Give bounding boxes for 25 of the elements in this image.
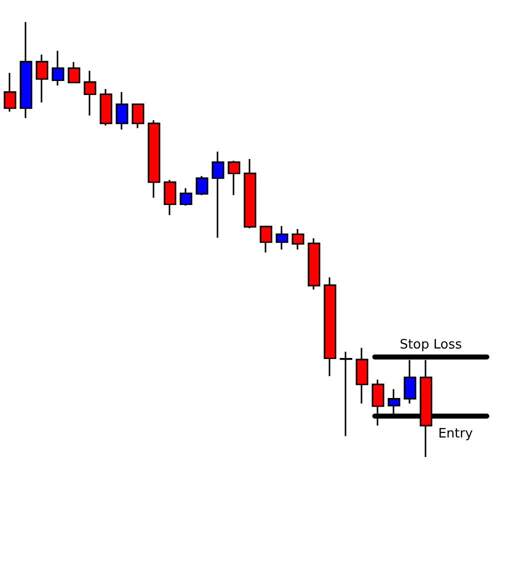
candlestick <box>116 91 128 130</box>
candlestick <box>276 225 288 250</box>
candlestick <box>356 347 368 404</box>
candlestick <box>132 103 144 129</box>
candlestick <box>212 150 224 239</box>
candlestick <box>84 70 96 116</box>
candlestick <box>244 158 256 229</box>
candlestick <box>4 72 16 112</box>
candlestick <box>100 88 112 126</box>
candlestick <box>260 226 272 254</box>
candlestick <box>36 54 48 104</box>
candlestick <box>196 175 208 196</box>
candlestick <box>340 350 352 437</box>
ref-line-label: Stop Loss <box>400 337 462 352</box>
candlestick <box>228 160 240 196</box>
ref-line-label: Entry <box>438 426 474 442</box>
candlestick <box>52 50 64 86</box>
candlestick <box>292 228 304 250</box>
candlestick <box>308 237 320 290</box>
candlestick <box>164 179 176 216</box>
candlestick <box>68 61 80 84</box>
candlestick <box>180 187 192 206</box>
candlestick <box>20 21 32 119</box>
candlestick <box>324 276 336 377</box>
candlestick <box>148 120 160 198</box>
